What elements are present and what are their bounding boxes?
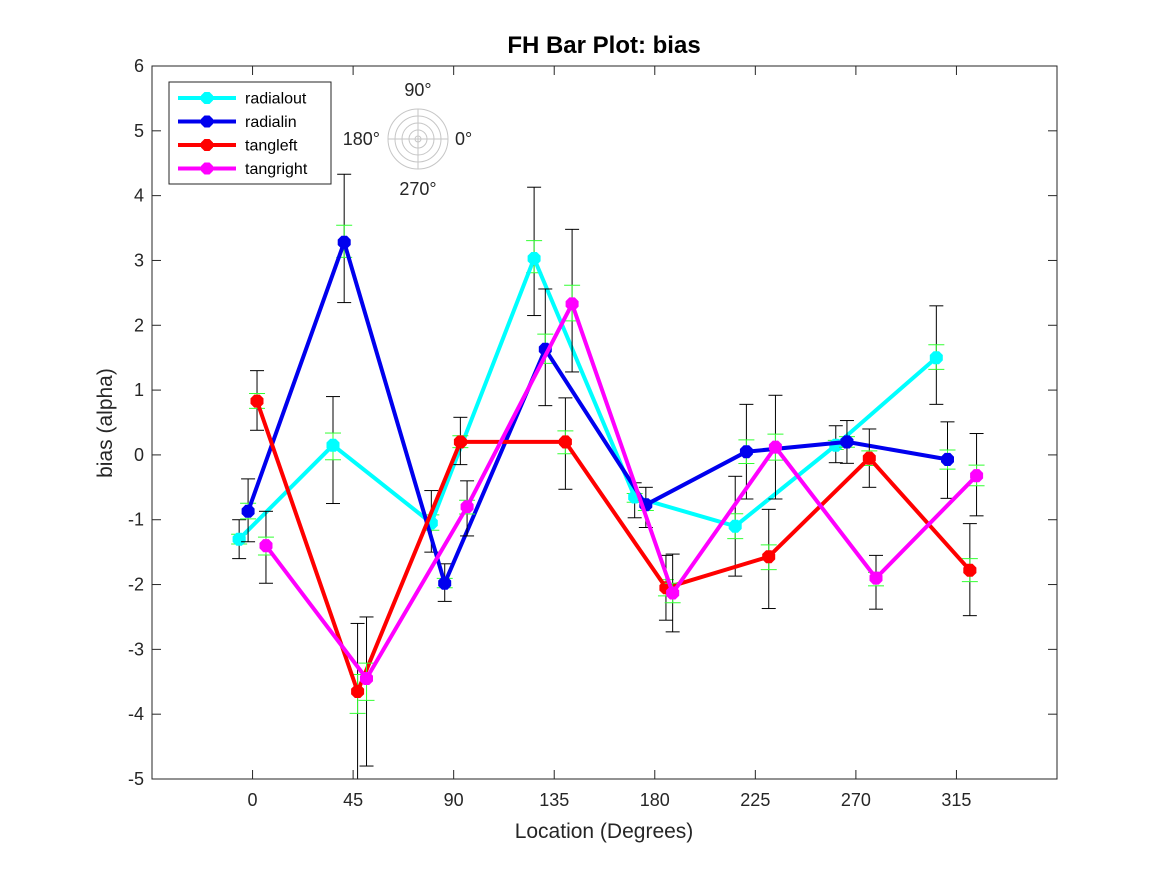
- x-tick-label: 180: [640, 790, 670, 810]
- compass-label-270: 270°: [399, 179, 436, 199]
- data-point: [739, 445, 753, 459]
- y-tick-label: 2: [134, 315, 144, 335]
- series-line: [246, 240, 948, 586]
- chart-title: FH Bar Plot: bias: [507, 32, 700, 59]
- series-line: [264, 301, 979, 681]
- data-point: [558, 435, 572, 449]
- x-tick-label: 0: [248, 790, 258, 810]
- data-point: [970, 469, 984, 483]
- data-point: [762, 550, 776, 564]
- legend: radialout radialin tangleft tangright: [168, 81, 332, 185]
- data-point: [862, 451, 876, 465]
- series-line: [255, 400, 972, 694]
- y-tick-label: -3: [128, 639, 144, 659]
- y-tick-label: -5: [128, 769, 144, 789]
- legend-marker-tangright: [201, 162, 213, 175]
- compass-label-0: 0°: [455, 129, 472, 149]
- series-layer: [231, 173, 985, 780]
- data-point: [527, 252, 541, 265]
- data-point: [840, 435, 854, 449]
- data-point: [869, 571, 883, 585]
- x-tick-label: 90: [444, 790, 464, 810]
- legend-marker-radialout: [201, 92, 213, 104]
- series-tangright: [257, 228, 985, 767]
- y-tick-label: 3: [134, 250, 144, 270]
- data-point: [259, 539, 273, 553]
- series-radialout: [231, 186, 945, 577]
- data-point: [460, 500, 474, 514]
- data-point: [768, 440, 782, 454]
- data-point: [941, 452, 954, 466]
- data-point: [438, 576, 452, 590]
- x-axis-label: Location (Degrees): [515, 820, 694, 843]
- x-tick-label: 225: [740, 790, 770, 810]
- data-point: [326, 438, 340, 452]
- series-line: [237, 256, 938, 541]
- legend-marker-radialin: [201, 115, 213, 128]
- y-axis-label: bias (alpha): [94, 368, 117, 478]
- compass-label-180: 180°: [343, 129, 380, 149]
- series-tangleft: [249, 370, 978, 780]
- y-tick-label: -2: [128, 575, 144, 595]
- data-point: [360, 672, 373, 685]
- series-radialin: [240, 173, 956, 602]
- legend-label-tangright: tangright: [245, 161, 308, 178]
- y-tick-label: 1: [134, 380, 144, 400]
- legend-label-radialout: radialout: [245, 91, 307, 108]
- data-point: [666, 586, 680, 600]
- legend-label-tangleft: tangleft: [245, 138, 298, 155]
- axes-box: [151, 65, 1058, 780]
- compass-label-90: 90°: [404, 80, 431, 100]
- legend-marker-tangleft: [201, 139, 213, 151]
- y-tick-label: 4: [134, 186, 144, 206]
- y-tick-label: 5: [134, 121, 144, 141]
- data-point: [250, 394, 264, 408]
- y-tick-label: -4: [128, 704, 144, 724]
- data-point: [351, 685, 365, 698]
- data-point: [241, 504, 255, 518]
- data-point: [929, 351, 943, 365]
- x-tick-label: 270: [841, 790, 871, 810]
- compass-inset: 90° 180° 0° 270°: [343, 80, 472, 199]
- compass-rings: [387, 108, 449, 170]
- y-tick-label: 0: [134, 445, 144, 465]
- y-tick-label: -1: [128, 510, 144, 530]
- data-point: [565, 297, 579, 311]
- data-point: [337, 235, 351, 249]
- x-tick-label: 135: [539, 790, 569, 810]
- data-point: [963, 563, 977, 577]
- x-tick-label: 45: [343, 790, 363, 810]
- data-point: [453, 435, 467, 449]
- x-tick-label: 315: [941, 790, 971, 810]
- data-point: [232, 532, 246, 546]
- y-tick-label: 6: [134, 56, 144, 76]
- legend-label-radialin: radialin: [245, 114, 297, 131]
- data-point: [728, 519, 742, 533]
